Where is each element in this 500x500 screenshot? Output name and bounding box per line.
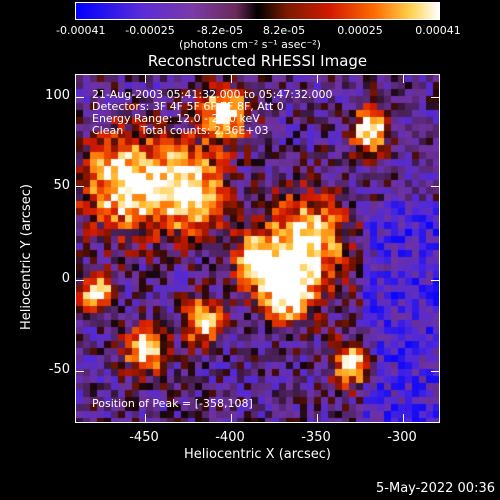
colorbar-tick: -0.00025	[125, 24, 175, 37]
image-panel: 21-Aug-2003 05:41:32.000 to 05:47:32.000…	[75, 74, 440, 423]
x-tick-label: -350	[301, 430, 331, 445]
overlay-time: 21-Aug-2003 05:41:32.000 to 05:47:32.000	[92, 88, 333, 101]
y-tick-label: 0	[61, 271, 70, 286]
footer-date: 5-May-2022 00:36	[376, 481, 495, 496]
y-axis-label: Heliocentric Y (arcsec)	[19, 184, 34, 330]
colorbar-tick: 0.00025	[337, 24, 383, 37]
colorbar	[75, 2, 440, 20]
hxr-image	[76, 75, 439, 422]
y-tick-mark	[76, 97, 84, 98]
y-tick-label: -50	[48, 362, 70, 377]
y-tick-mark	[76, 280, 84, 281]
colorbar-tick: 0.00041	[415, 24, 461, 37]
x-tick-mark	[231, 75, 232, 83]
y-tick-mark	[431, 371, 439, 372]
x-tick-mark	[145, 75, 146, 83]
overlay-peak: Position of Peak = [-358,108]	[92, 397, 253, 410]
image-title: Reconstructed RHESSI Image	[147, 52, 368, 70]
y-tick-mark	[76, 186, 84, 187]
x-tick-mark	[317, 414, 318, 422]
colorbar-tick: -0.00041	[56, 24, 106, 37]
x-tick-mark	[317, 75, 318, 83]
colorbar-tick: 8.2e-05	[262, 24, 306, 37]
colorbar-tick: -8.2e-05	[196, 24, 244, 37]
y-tick-label: 50	[53, 178, 70, 193]
y-tick-mark	[431, 97, 439, 98]
x-tick-mark	[145, 414, 146, 422]
x-tick-mark	[231, 414, 232, 422]
x-tick-mark	[403, 75, 404, 83]
colorbar-units: (photons cm⁻² s⁻¹ asec⁻²)	[179, 38, 321, 51]
y-tick-mark	[431, 186, 439, 187]
y-tick-label: 100	[45, 88, 70, 103]
y-tick-mark	[76, 371, 84, 372]
x-tick-label: -400	[215, 430, 245, 445]
y-tick-mark	[431, 280, 439, 281]
x-tick-label: -450	[129, 430, 159, 445]
x-tick-label: -300	[387, 430, 417, 445]
x-axis-label: Heliocentric X (arcsec)	[184, 447, 331, 462]
overlay-detectors: Detectors: 3F 4F 5F 6F 7F 8F, Att 0	[92, 100, 284, 113]
x-tick-mark	[403, 414, 404, 422]
overlay-energy: Energy Range: 12.0 - 25.0 keV	[92, 112, 260, 125]
overlay-clean: Clean Total counts: 2.36E+03	[92, 124, 269, 137]
